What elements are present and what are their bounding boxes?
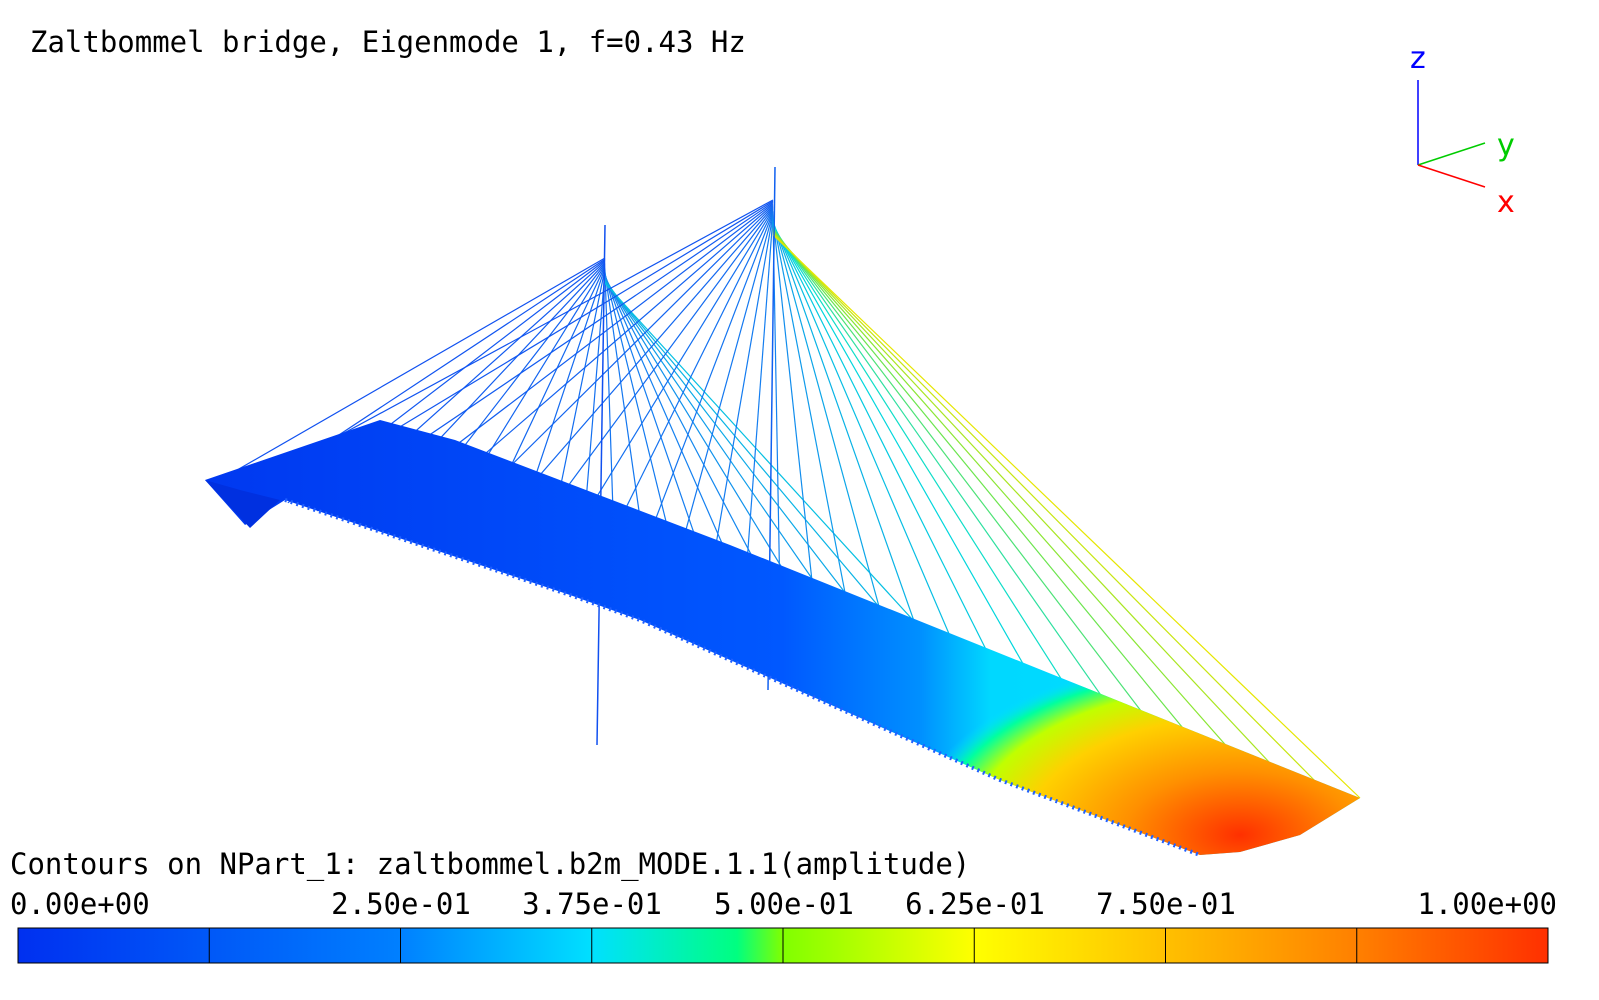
title: Zaltbommel bridge, Eigenmode 1, f=0.43 H… bbox=[30, 25, 746, 59]
cable bbox=[772, 231, 1284, 778]
cable bbox=[772, 224, 1052, 714]
cable bbox=[214, 257, 606, 484]
cable bbox=[772, 223, 1013, 703]
cable bbox=[772, 221, 936, 682]
colorbar-label: 7.50e-01 bbox=[1096, 887, 1236, 921]
colorbar-label: 1.00e+00 bbox=[1417, 887, 1557, 921]
legend-title: Contours on NPart_1: zaltbommel.b2m_MODE… bbox=[10, 847, 970, 882]
axis-z-label: z bbox=[1410, 41, 1426, 76]
axis-y-label: y bbox=[1497, 128, 1515, 163]
cable bbox=[772, 226, 1091, 724]
cable bbox=[772, 220, 898, 671]
colorbar-label: 5.00e-01 bbox=[714, 887, 854, 921]
colorbar: 0.00e+00 2.50e-01 3.75e-01 5.00e-01 6.25… bbox=[10, 887, 1557, 964]
deck bbox=[205, 420, 1360, 855]
cable bbox=[772, 233, 1322, 788]
axis-triad: z y x bbox=[1410, 41, 1515, 220]
colorbar-label: 3.75e-01 bbox=[522, 887, 662, 921]
axis-x-label: x bbox=[1497, 185, 1515, 220]
colorbar-label: 6.25e-01 bbox=[905, 887, 1045, 921]
cable bbox=[772, 229, 1206, 756]
pylon bbox=[596, 224, 606, 746]
abutment bbox=[205, 480, 280, 528]
cable bbox=[772, 219, 859, 660]
cable bbox=[772, 230, 1245, 767]
cable bbox=[772, 217, 820, 650]
bridge-model bbox=[205, 166, 1361, 857]
colorbar-label: 0.00e+00 bbox=[10, 887, 150, 921]
cable bbox=[772, 227, 1129, 735]
cable bbox=[772, 228, 1168, 746]
cable bbox=[772, 234, 1361, 799]
colorbar-label: 2.50e-01 bbox=[331, 887, 471, 921]
cable bbox=[772, 222, 975, 692]
